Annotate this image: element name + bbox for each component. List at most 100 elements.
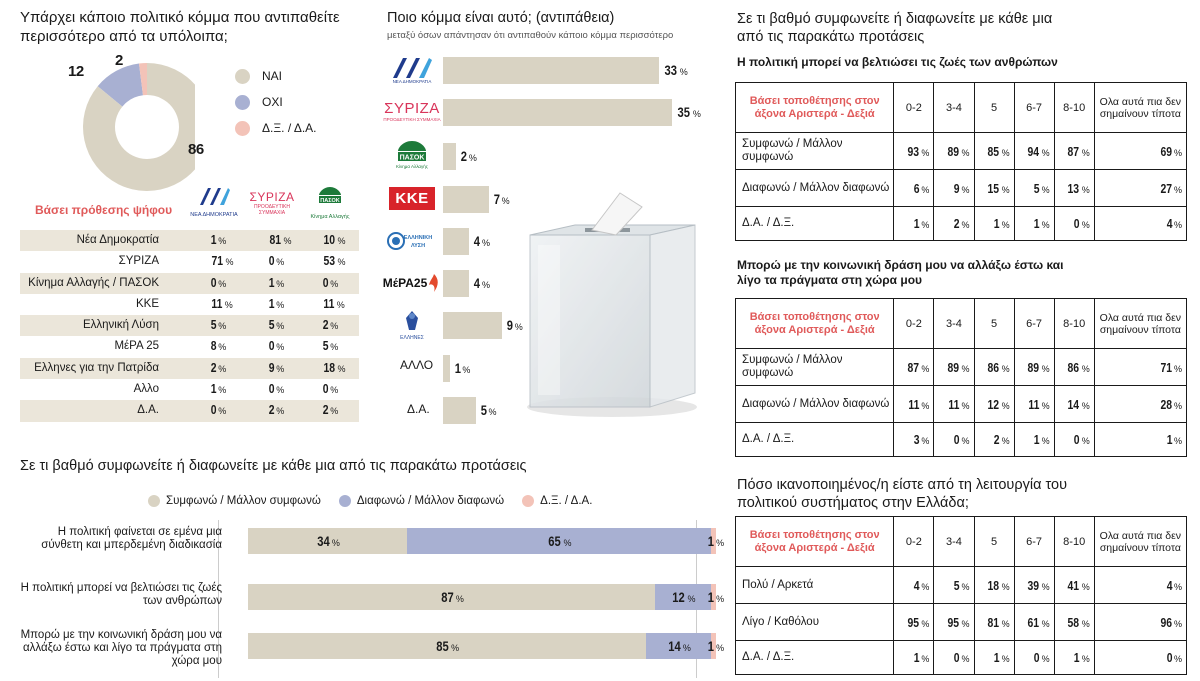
table-cell: 0% — [1093, 640, 1188, 675]
column-header: Ολα αυτά πια δεν σημαίνουν τίποτα — [1093, 298, 1188, 349]
pct-sign: % — [1173, 147, 1182, 158]
pasok-logo: ΠΑΣΟΚ Κίνημα Αλλαγής — [301, 185, 359, 225]
q2-title: Ποιο κόμμα είναι αυτό; (αντιπάθεια) — [387, 10, 615, 26]
vote-cell: 11% — [210, 295, 232, 311]
pct-sign: % — [337, 236, 346, 246]
vote-cell: 5% — [268, 317, 285, 332]
pct-sign: % — [1081, 220, 1090, 230]
stack-value-number: 1 — [708, 533, 715, 549]
nd-logo-icon — [200, 188, 230, 205]
cell-value: 11 — [1028, 396, 1040, 412]
cell-value: 81 — [987, 614, 1000, 630]
stack-value-number: 1 — [708, 638, 715, 654]
pct-sign: % — [692, 109, 701, 119]
pasok-logo-icon: ΠΑΣΟΚ — [319, 187, 341, 204]
dislike-bar — [443, 143, 457, 170]
table-row: Λίγο / Καθόλου 95% 95% 81% 61% 58% 96% — [734, 603, 1188, 641]
syriza-logo-text: ΣΥΡΙΖΑ — [249, 190, 295, 204]
elliniki-lysi-logo-icon: ΕΛΛΗΝΙΚΗ ΛΥΣΗ — [387, 232, 432, 250]
vote-cell-value: 1 — [210, 381, 217, 397]
vote-cell-value: 1 — [210, 232, 217, 247]
vote-cell-value: 2 — [322, 402, 329, 418]
dislike-value-number: 33 — [664, 62, 678, 78]
column-header: 8-10 — [1053, 298, 1095, 349]
table-cell: 71% — [1093, 348, 1188, 386]
syriza-text: ΣΥΡΙΖΑ — [384, 100, 440, 117]
cell-value: 1 — [1034, 216, 1040, 231]
pct-sign: % — [330, 406, 339, 417]
stack-bar: 34% 65% 1% — [248, 528, 724, 554]
vote-cell: 8% — [210, 338, 227, 353]
svg-text:ΕΛΛΗΝΕΣ: ΕΛΛΗΝΕΣ — [400, 335, 424, 341]
table-cell: 2% — [933, 206, 975, 241]
table-cell: 1% — [973, 640, 1015, 675]
vote-cell: 1% — [268, 275, 285, 290]
q1-title: Υπάρχει κάποιο πολιτικό κόμμα που αντιπα… — [20, 9, 340, 45]
column-header: 0-2 — [893, 298, 935, 349]
dislike-bar — [443, 397, 476, 424]
cell-value: 0 — [953, 432, 960, 447]
pct-sign: % — [921, 147, 930, 158]
vote-cell-value: 2 — [322, 317, 329, 333]
table-cell: 96% — [1093, 603, 1188, 641]
cell-value: 4 — [913, 577, 920, 593]
cell-value: 89 — [947, 143, 960, 159]
stack-segment-value: 87% — [439, 589, 464, 605]
stack-segment-value: 14% — [666, 638, 691, 654]
pct-sign: % — [514, 322, 523, 332]
stack-segment-value: 65% — [547, 533, 571, 549]
stack-value-number: 87 — [440, 589, 454, 605]
table-cell: 0% — [933, 422, 975, 457]
cell-value: 28 — [1159, 396, 1172, 412]
row-label: Συμφωνώ / Μάλλον συμφωνώ — [734, 132, 895, 170]
cell-value: 11 — [948, 396, 960, 412]
cell-value: 58 — [1067, 614, 1080, 630]
pct-sign: % — [218, 321, 227, 332]
dislike-value-number: 4 — [473, 233, 481, 249]
stack-segment-value: 1% — [707, 638, 724, 654]
table-cell: 86% — [1053, 348, 1095, 386]
table-cell: 87% — [893, 348, 935, 386]
row-label: Πολύ / Αρκετά — [734, 566, 895, 604]
legend-item-disagree: Διαφωνώ / Μάλλον διαφωνώ — [338, 495, 504, 507]
pct-sign: % — [1001, 618, 1010, 629]
pct-sign: % — [276, 406, 285, 417]
cell-value: 93 — [907, 143, 919, 159]
other-label: ΑΛΛΟ — [400, 358, 434, 372]
vote-cell-value: 2 — [210, 359, 217, 375]
pct-sign: % — [716, 594, 725, 604]
cell-value: 1 — [1166, 432, 1173, 447]
pct-sign: % — [1001, 436, 1010, 446]
table-cell: 5% — [1013, 169, 1055, 207]
pct-sign: % — [961, 363, 970, 374]
cell-value: 86 — [987, 359, 1000, 375]
vote-row: ΣΥΡΙΖΑ 71% 0% 53% — [20, 251, 359, 272]
q3-title: Σε τι βαθμό συμφωνείτε ή διαφωνείτε με κ… — [20, 458, 527, 474]
vote-row: Ελληνική Λύση 5% 5% 2% — [20, 315, 359, 337]
dislike-bar-value: 7% — [493, 191, 510, 207]
pct-sign: % — [921, 581, 930, 592]
pct-sign: % — [451, 643, 460, 653]
table-cell: 4% — [893, 566, 935, 604]
table-row: Δ.Α. / Δ.Ξ. 1% 2% 1% 1% 0% 4% — [734, 206, 1188, 241]
dislike-bar — [443, 99, 673, 126]
pct-sign: % — [462, 365, 471, 375]
vote-cell-value: 11 — [211, 295, 223, 311]
vote-cell: 1% — [268, 296, 285, 311]
vote-cell-value: 0 — [268, 253, 275, 269]
vote-cell-value: 10 — [323, 232, 336, 247]
stack-bar: 85% 14% 1% — [248, 633, 724, 659]
party-logo-nd: ΝΕΑ ΔΗΜΟΚΡΑΤΙΑ — [383, 54, 441, 84]
vote-cell-value: 0 — [322, 274, 329, 290]
table-header-row: Βάσει τοποθέτησης στον άξονα Αριστερά - … — [734, 298, 1188, 349]
vote-cell: 81% — [268, 232, 291, 247]
cell-value: 1 — [994, 650, 1000, 665]
pct-sign: % — [1173, 618, 1182, 629]
vote-cell-value: 0 — [210, 402, 217, 418]
dislike-bar-value: 33% — [663, 62, 688, 78]
vote-cell-value: 53 — [323, 253, 336, 269]
table-cell: 12% — [973, 385, 1015, 423]
donut-slice-nai — [83, 63, 195, 191]
pct-sign: % — [716, 538, 725, 548]
cell-value: 14 — [1067, 396, 1080, 412]
